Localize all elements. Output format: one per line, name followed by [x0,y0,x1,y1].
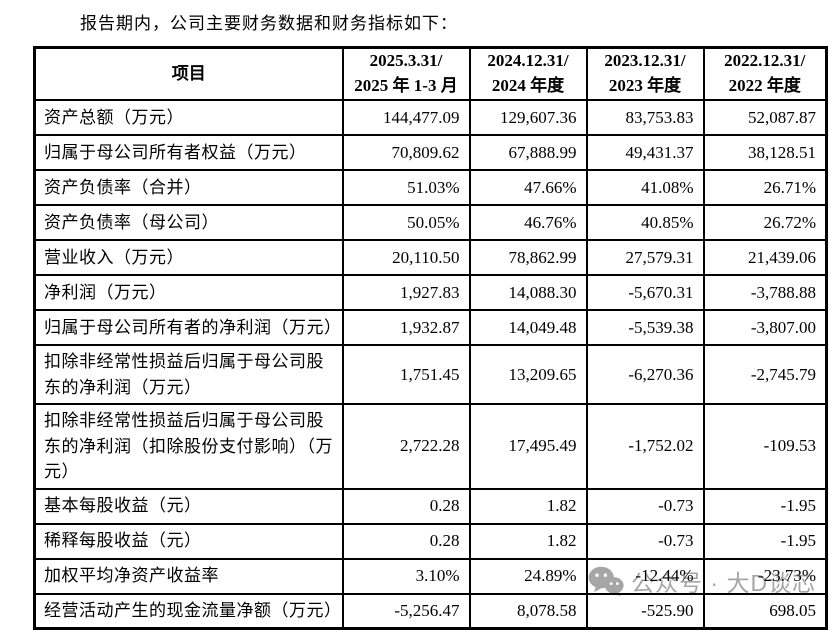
cell-value: 8,078.58 [468,592,588,630]
cell-value: 17,495.49 [468,403,588,490]
cell-value: -1.95 [702,522,828,560]
col-header-period-2024: 2024.12.31/ 2024 年度 [468,46,588,101]
cell-value: 38,128.51 [702,134,828,171]
cell-value: -0.73 [585,487,705,525]
row-label: 归属于母公司所有者权益（万元） [33,134,344,171]
cell-value: 0.28 [341,522,471,560]
cell-value: -6,270.36 [585,344,705,405]
cell-value: 14,088.30 [468,274,588,311]
cell-value: 20,110.50 [341,239,471,276]
row-label: 资产负债率（母公司） [33,204,344,241]
cell-value: 50.05% [341,204,471,241]
cell-value: 67,888.99 [468,134,588,171]
cell-value: -5,670.31 [585,274,705,311]
row-label: 扣除非经常性损益后归属于母公司股东的净利润（万元） [33,344,344,405]
row-label: 营业收入（万元） [33,239,344,276]
cell-value: 129,607.36 [468,99,588,136]
table-row: 扣除非经常性损益后归属于母公司股东的净利润（万元） 1,751.45 13,20… [33,344,828,405]
table-row: 归属于母公司所有者权益（万元） 70,809.62 67,888.99 49,4… [33,134,828,171]
cell-value: 1.82 [468,487,588,525]
table-row: 经营活动产生的现金流量净额（万元） -5,256.47 8,078.58 -52… [33,592,828,630]
table-row: 加权平均净资产收益率 3.10% 24.89% -12.44% -23.73% [33,557,828,595]
table-row: 营业收入（万元） 20,110.50 78,862.99 27,579.31 2… [33,239,828,276]
cell-value: 26.71% [702,169,828,206]
cell-value: -3,788.88 [702,274,828,311]
cell-value: -5,256.47 [341,592,471,630]
cell-value: -12.44% [585,557,705,595]
cell-value: -23.73% [702,557,828,595]
cell-value: 70,809.62 [341,134,471,171]
cell-value: 41.08% [585,169,705,206]
table-row: 归属于母公司所有者的净利润（万元） 1,932.87 14,049.48 -5,… [33,309,828,346]
cell-value: -3,807.00 [702,309,828,346]
cell-value: 1.82 [468,522,588,560]
col-header-item: 项目 [33,46,344,101]
cell-value: 49,431.37 [585,134,705,171]
cell-value: 698.05 [702,592,828,630]
row-label: 稀释每股收益（元） [33,522,344,560]
row-label: 归属于母公司所有者的净利润（万元） [33,309,344,346]
cell-value: 52,087.87 [702,99,828,136]
table-header-row: 项目 2025.3.31/ 2025 年 1-3 月 2024.12.31/ 2… [33,46,828,101]
cell-value: -2,745.79 [702,344,828,405]
cell-value: 78,862.99 [468,239,588,276]
cell-value: -1.95 [702,487,828,525]
row-label: 资产总额（万元） [33,99,344,136]
cell-value: 26.72% [702,204,828,241]
table-row: 稀释每股收益（元） 0.28 1.82 -0.73 -1.95 [33,522,828,560]
cell-value: 1,751.45 [341,344,471,405]
cell-value: 14,049.48 [468,309,588,346]
col-header-period-2023: 2023.12.31/ 2023 年度 [585,46,705,101]
cell-value: 24.89% [468,557,588,595]
cell-value: 27,579.31 [585,239,705,276]
cell-value: 3.10% [341,557,471,595]
cell-value: 46.76% [468,204,588,241]
cell-value: -0.73 [585,522,705,560]
table-row: 基本每股收益（元） 0.28 1.82 -0.73 -1.95 [33,487,828,525]
table-row: 扣除非经常性损益后归属于母公司股东的净利润（扣除股份支付影响）（万元） 2,72… [33,403,828,490]
cell-value: 2,722.28 [341,403,471,490]
cell-value: 13,209.65 [468,344,588,405]
row-label: 扣除非经常性损益后归属于母公司股东的净利润（扣除股份支付影响）（万元） [33,403,344,490]
cell-value: 47.66% [468,169,588,206]
cell-value: 21,439.06 [702,239,828,276]
col-header-period-2022: 2022.12.31/ 2022 年度 [702,46,828,101]
cell-value: 0.28 [341,487,471,525]
cell-value: -5,539.38 [585,309,705,346]
table-row: 资产总额（万元） 144,477.09 129,607.36 83,753.83… [33,99,828,136]
cell-value: 144,477.09 [341,99,471,136]
row-label: 经营活动产生的现金流量净额（万元） [33,592,344,630]
table-row: 资产负债率（合并） 51.03% 47.66% 41.08% 26.71% [33,169,828,206]
financial-table: 项目 2025.3.31/ 2025 年 1-3 月 2024.12.31/ 2… [33,46,828,630]
table-row: 资产负债率（母公司） 50.05% 46.76% 40.85% 26.72% [33,204,828,241]
cell-value: 40.85% [585,204,705,241]
cell-value: -525.90 [585,592,705,630]
col-header-period-2025: 2025.3.31/ 2025 年 1-3 月 [341,46,471,101]
cell-value: 1,927.83 [341,274,471,311]
cell-value: 83,753.83 [585,99,705,136]
cell-value: -1,752.02 [585,403,705,490]
row-label: 净利润（万元） [33,274,344,311]
section-intro-text: 报告期内，公司主要财务数据和财务指标如下： [80,14,458,33]
row-label: 加权平均净资产收益率 [33,557,344,595]
cell-value: 1,932.87 [341,309,471,346]
cell-value: -109.53 [702,403,828,490]
row-label: 资产负债率（合并） [33,169,344,206]
table-row: 净利润（万元） 1,927.83 14,088.30 -5,670.31 -3,… [33,274,828,311]
cell-value: 51.03% [341,169,471,206]
row-label: 基本每股收益（元） [33,487,344,525]
